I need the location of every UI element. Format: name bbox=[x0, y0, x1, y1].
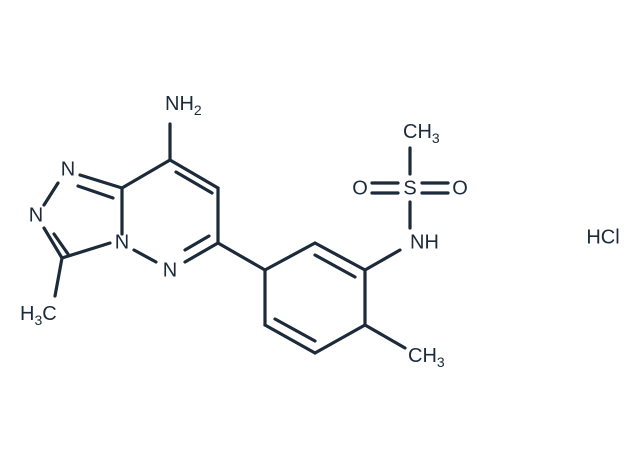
label-main: H bbox=[20, 303, 34, 325]
atom-label: O bbox=[452, 177, 468, 199]
label-sub: 2 bbox=[194, 102, 202, 118]
atom-label: O bbox=[352, 177, 368, 199]
atom-label: S bbox=[403, 177, 416, 199]
label-sub: 3 bbox=[437, 354, 445, 370]
methyl-label: H3C bbox=[20, 303, 57, 327]
label-sub: 3 bbox=[34, 312, 42, 328]
amine-label: NH2 bbox=[165, 93, 202, 117]
label-sub: 3 bbox=[432, 130, 440, 146]
atom-label: N bbox=[163, 259, 177, 281]
bonds bbox=[42, 122, 450, 355]
atom-label: N bbox=[61, 158, 75, 180]
atom-label: NH bbox=[410, 231, 439, 253]
label-main: CH bbox=[403, 121, 432, 143]
methyl-label: CH3 bbox=[403, 121, 440, 145]
label-tail: C bbox=[42, 303, 56, 325]
atom-label: N bbox=[29, 204, 43, 226]
atom-label: N bbox=[115, 231, 129, 253]
label-main: NH bbox=[165, 93, 194, 115]
salt-label: HCl bbox=[586, 226, 619, 248]
label-main: CH bbox=[408, 345, 437, 367]
methyl-label: CH3 bbox=[408, 345, 445, 369]
